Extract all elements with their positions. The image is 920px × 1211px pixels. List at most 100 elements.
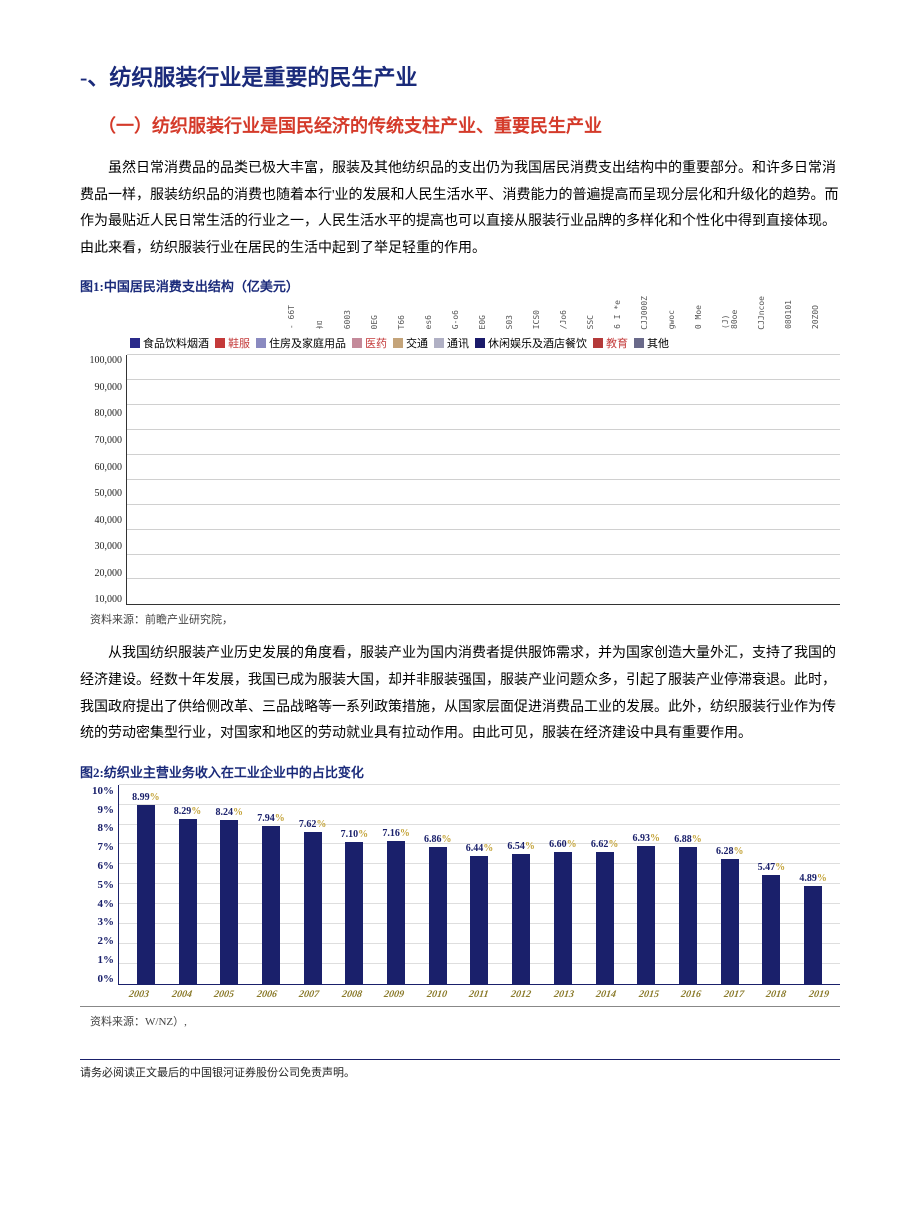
chart1-top-x-labels: - 66T言60030EGT66es6G-o6E0GS03ICS0/Jo6SSC… [80,299,840,329]
chart1-top-label: es6 [424,315,433,329]
chart1-gridline [127,554,840,555]
chart2-bar-column: 5.47% [756,785,786,984]
chart2-bar-value-label: 6.93% [633,833,661,844]
chart2-xtick: 2007 [298,989,320,1000]
chart2-xtick: 2004 [171,989,193,1000]
legend-label: 医药 [365,335,387,351]
chart1-top-label: ICS0 [532,310,541,329]
chart2-bar [721,859,739,984]
chart2-bar-column: 7.16% [381,785,411,984]
section-heading-1: -、纺织服装行业是重要的民生产业 [80,60,840,92]
chart1-legend-item: 教育 [593,335,628,351]
legend-swatch-icon [475,338,485,348]
legend-swatch-icon [593,338,603,348]
chart1-top-label: 6 I *e [613,300,622,329]
chart2-bar-value-label: 6.88% [674,834,702,845]
chart1-container: - 66T言60030EGT66es6G-o6E0GS03ICS0/Jo6SSC… [80,299,840,605]
chart2-x-axis: 2003200420052006200720082009201020112012… [80,985,840,1000]
chart1-top-label: CJJncoe [757,296,766,330]
chart2-bar-value-label: 8.29% [174,806,202,817]
chart2-bar [429,847,447,984]
chart1-ytick: 100,000 [90,355,123,366]
chart2-ytick: 5% [98,879,115,891]
chart1-gridline [127,379,840,380]
h1-text: 纺织服装行业是重要的民生产业 [109,65,417,90]
legend-label: 教育 [606,335,628,351]
chart2-bar-value-label: 7.16% [382,828,410,839]
chart2-bar-value-label: 8.24% [216,807,244,818]
chart1-gridline [127,504,840,505]
section-heading-2: （一）纺织服装行业是国民经济的传统支柱产业、重要民生产业 [80,112,840,138]
chart2-ytick: 2% [98,935,115,947]
figure2-title: 图2:纺织业主营业务收入在工业企业中的占比变化 [80,762,840,781]
legend-label: 鞋服 [228,335,250,351]
chart2-xtick: 2018 [765,989,787,1000]
paragraph-1: 虽然日常消费品的品类已极大丰富，服装及其他纺织品的支出仍为我国居民消费支出结构中… [80,156,840,262]
chart1-legend-item: 食品饮料烟酒 [130,335,209,351]
chart2-bar-value-label: 6.86% [424,834,452,845]
chart1-ytick: 20,000 [95,568,123,579]
footer-text: 请务必阅读正文最后的中国银河证券股份公司免责声明。 [80,1067,355,1079]
chart2-bar-column: 8.29% [173,785,203,984]
chart2-bar [679,847,697,984]
paragraph-2: 从我国纺织服装产业历史发展的角度看，服装产业为国内消费者提供服饰需求，并为国家创… [80,641,840,747]
chart2-plot-area: 10%9%8%7%6%5%4%3%2%1%0% 8.99%8.29%8.24%7… [80,785,840,985]
chart1-top-label: 0 Moe [694,305,703,329]
chart1-top-label: SSC [586,315,595,329]
legend-label: 其他 [647,335,669,351]
chart1-top-label: gwoc [667,310,676,329]
legend-swatch-icon [352,338,362,348]
figure2-source: 资料来源：W/NZ）, [90,1013,840,1029]
chart1-top-label: CJJ000Z [640,296,649,330]
chart1-gridline [127,404,840,405]
chart2-xtick: 2015 [638,989,660,1000]
chart1-gridline [127,454,840,455]
chart1-top-label: - 66T [287,305,296,329]
chart2-bar [137,805,155,984]
chart2-bar-value-label: 7.62% [299,819,327,830]
chart2-bar-column: 7.62% [298,785,328,984]
chart2-bar-value-label: 6.62% [591,839,619,850]
chart2-container: 10%9%8%7%6%5%4%3%2%1%0% 8.99%8.29%8.24%7… [80,785,840,1000]
chart2-bar-column: 8.99% [131,785,161,984]
chart2-bar [262,826,280,984]
chart2-xtick: 2012 [510,989,532,1000]
chart2-xtick: 2003 [128,989,150,1000]
chart2-bar [387,841,405,983]
chart2-bar [762,875,780,984]
chart1-gridline [127,354,840,355]
chart2-bar [345,842,363,983]
chart2-bar-value-label: 7.94% [257,813,285,824]
chart1-ytick: 90,000 [95,382,123,393]
chart1-top-label: 6003 [343,310,352,329]
chart1-top-label: 20Z0O [811,305,820,329]
chart1-bars [126,355,840,605]
chart1-top-label: 0EG [370,315,379,329]
chart1-top-label: 言 [314,321,325,329]
chart1-top-label: G-o6 [451,310,460,329]
chart1-ytick: 80,000 [95,408,123,419]
chart2-y-axis: 10%9%8%7%6%5%4%3%2%1%0% [80,785,118,985]
legend-label: 休闲娱乐及酒店餐饮 [488,335,587,351]
chart2-bar [554,852,572,983]
chart1-top-label: S03 [505,315,514,329]
chart2-ytick: 8% [98,822,115,834]
chart1-legend-item: 住房及家庭用品 [256,335,346,351]
chart2-ytick: 0% [98,973,115,985]
chart2-bar-column: 6.54% [506,785,536,984]
legend-label: 住房及家庭用品 [269,335,346,351]
chart1-legend-item: 鞋服 [215,335,250,351]
chart2-xtick: 2005 [213,989,235,1000]
chart2-bar-value-label: 7.10% [341,829,369,840]
chart1-ytick: 30,000 [95,541,123,552]
chart2-bar-column: 6.86% [423,785,453,984]
chart2-ytick: 3% [98,916,115,928]
chart2-xtick: 2008 [341,989,363,1000]
legend-label: 通讯 [447,335,469,351]
chart1-y-axis: 100,00090,00080,00070,00060,00050,00040,… [80,355,126,605]
chart1-top-label: /Jo6 [559,310,568,329]
h2-text: （一）纺织服装行业是国民经济的传统支柱产业、重要民生产业 [98,116,602,136]
chart1-legend-item: 休闲娱乐及酒店餐饮 [475,335,587,351]
chart2-bar [179,819,197,984]
chart2-bar-value-label: 5.47% [758,862,786,873]
